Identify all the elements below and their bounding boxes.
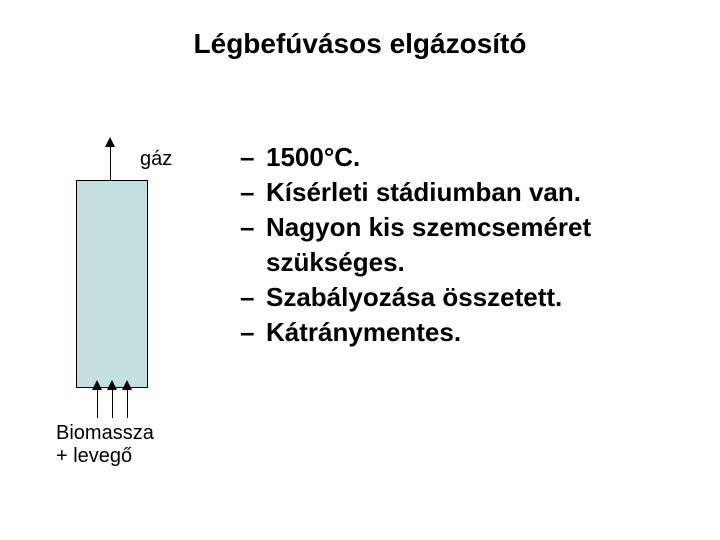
- bullet-dash: –: [240, 210, 266, 280]
- biomass-label-line1: Biomassza: [56, 422, 154, 444]
- inlet-arrow-line: [127, 388, 128, 418]
- page-title: Légbefúvásos elgázosító: [0, 28, 720, 60]
- bullet-text: Szabályozása összetett.: [266, 280, 670, 315]
- bullet-dash: –: [240, 175, 266, 210]
- reactor-box: [76, 180, 148, 388]
- bullet-dash: –: [240, 280, 266, 315]
- gas-arrow-line: [110, 145, 111, 180]
- inlet-arrow-line: [97, 388, 98, 418]
- bullet-text: Kísérleti stádiumban van.: [266, 175, 670, 210]
- gas-label: gáz: [140, 148, 172, 171]
- biomass-label: Biomassza + levegő: [56, 422, 154, 468]
- biomass-label-line2: + levegő: [56, 445, 132, 467]
- bullet-item: –Szabályozása összetett.: [240, 280, 670, 315]
- bullet-list: –1500°C.–Kísérleti stádiumban van.–Nagyo…: [240, 140, 670, 351]
- bullet-item: –Nagyon kis szemcseméret szükséges.: [240, 210, 670, 280]
- bullet-text: Kátránymentes.: [266, 315, 670, 350]
- bullet-dash: –: [240, 140, 266, 175]
- bullet-dash: –: [240, 315, 266, 350]
- bullet-item: –Kátránymentes.: [240, 315, 670, 350]
- bullet-text: 1500°C.: [266, 140, 670, 175]
- bullet-item: –Kísérleti stádiumban van.: [240, 175, 670, 210]
- inlet-arrow-line: [112, 388, 113, 418]
- bullet-item: –1500°C.: [240, 140, 670, 175]
- bullet-text: Nagyon kis szemcseméret szükséges.: [266, 210, 670, 280]
